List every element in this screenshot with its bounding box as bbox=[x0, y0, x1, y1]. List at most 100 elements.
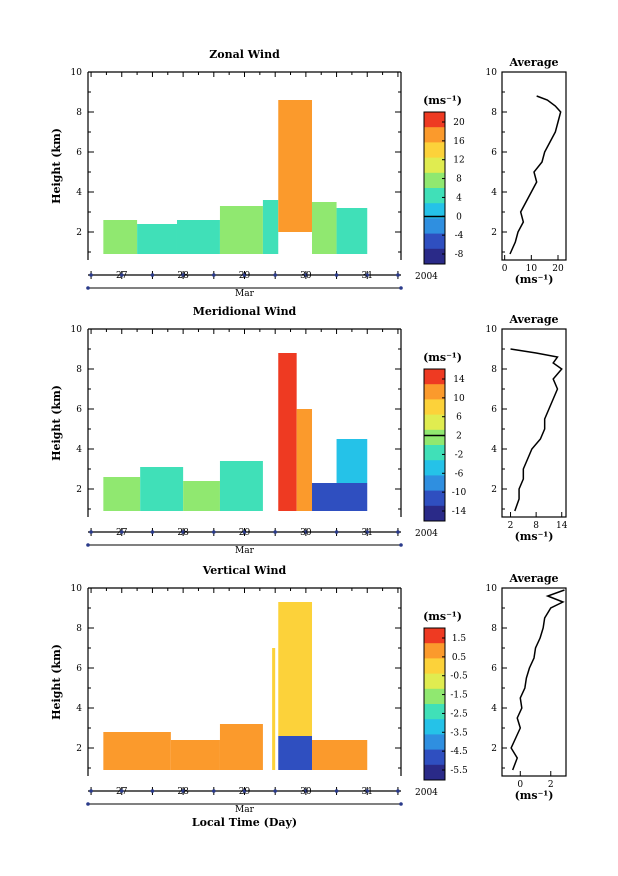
colorbar-tick-label: 16 bbox=[453, 137, 465, 147]
panel-title: Zonal Wind bbox=[209, 48, 280, 61]
colorbar-swatch bbox=[424, 142, 445, 159]
heatmap-cell bbox=[278, 100, 313, 232]
profile-y-tick-label: 6 bbox=[491, 664, 497, 674]
heatmap-cell bbox=[103, 732, 171, 770]
colorbar-swatch bbox=[424, 490, 445, 507]
day-tick-label: 29 bbox=[239, 787, 251, 797]
day-tick-label: 29 bbox=[239, 271, 251, 281]
profile-frame bbox=[501, 328, 567, 518]
profile-x-tick-label: 20 bbox=[552, 264, 564, 274]
day-tick-label: 29 bbox=[239, 528, 251, 538]
y-tick-label: 10 bbox=[71, 68, 83, 78]
day-tick-label: 31 bbox=[362, 787, 373, 797]
profile-y-tick-label: 6 bbox=[491, 405, 497, 415]
heatmap-cells bbox=[103, 100, 368, 254]
profile-y-tick-label: 4 bbox=[491, 445, 497, 455]
time-tick-marker bbox=[334, 789, 339, 793]
colorbar-frame bbox=[423, 111, 446, 265]
colorbar-swatch bbox=[424, 749, 445, 766]
time-tick-marker bbox=[242, 789, 247, 793]
time-tick-marker bbox=[242, 273, 247, 277]
average-profile: Average 2 4 6 8 10 0 10 20(ms⁻¹) bbox=[486, 56, 567, 286]
heatmap-cell bbox=[103, 477, 141, 511]
time-tick-marker bbox=[273, 273, 277, 277]
month-label: Mar bbox=[235, 805, 255, 815]
colorbar-swatch bbox=[424, 203, 445, 219]
month-label: Mar bbox=[235, 289, 255, 299]
colorbar-unit: (ms⁻¹) bbox=[423, 94, 462, 107]
heatmap-cell bbox=[336, 439, 368, 483]
time-tick-marker bbox=[212, 530, 216, 534]
x-axis-label: Local Time (Day) bbox=[192, 816, 297, 829]
colorbar-tick-label: 8 bbox=[456, 175, 462, 185]
colorbar-tick-label: -4.5 bbox=[450, 747, 468, 757]
time-tick-marker bbox=[89, 273, 93, 277]
heatmap-cell bbox=[312, 483, 368, 511]
profile-title: Average bbox=[508, 572, 558, 585]
heatmap-cell bbox=[219, 206, 263, 254]
month-marker bbox=[399, 543, 403, 547]
colorbar-tick-label: 4 bbox=[456, 193, 462, 203]
heatmap-cell bbox=[219, 724, 263, 770]
month-label: Mar bbox=[235, 546, 255, 556]
time-tick-marker bbox=[396, 273, 400, 277]
colorbar-swatch bbox=[424, 384, 445, 400]
profile-y-tick-label: 2 bbox=[491, 744, 497, 754]
colorbar: (ms⁻¹) 1.5 0.5 -0.5 -1.5 -2.5 -3.5 -4.5 -5.5 bbox=[423, 610, 468, 781]
time-tick-marker bbox=[304, 789, 308, 793]
time-tick-marker bbox=[119, 273, 124, 277]
year-label: 2004 bbox=[415, 529, 438, 539]
colorbar-swatch bbox=[424, 112, 445, 128]
colorbar-unit: (ms⁻¹) bbox=[423, 351, 462, 364]
day-tick-label: 28 bbox=[177, 528, 189, 538]
colorbar-tick-label: 1.5 bbox=[452, 634, 467, 644]
colorbar-swatch bbox=[424, 127, 445, 143]
average-profile: Average 2 4 6 8 10 2 8 14(ms⁻¹) bbox=[486, 313, 568, 543]
day-tick-label: 30 bbox=[300, 528, 312, 538]
month-marker bbox=[86, 802, 90, 806]
colorbar-swatch bbox=[424, 734, 445, 751]
profile-y-tick-label: 10 bbox=[486, 68, 498, 78]
y-tick-label: 6 bbox=[76, 405, 82, 415]
profile-x-tick-label: 8 bbox=[533, 521, 539, 531]
day-tick-label: 31 bbox=[362, 271, 373, 281]
y-tick-label: 8 bbox=[76, 624, 82, 634]
time-tick-marker bbox=[150, 273, 155, 277]
colorbar-tick-label: -10 bbox=[452, 488, 467, 498]
day-tick-label: 28 bbox=[177, 787, 189, 797]
colorbar-swatch bbox=[424, 429, 445, 446]
time-tick-marker bbox=[89, 789, 93, 793]
colorbar-tick-label: -8 bbox=[455, 250, 464, 260]
day-tick-label: 31 bbox=[362, 528, 373, 538]
month-marker bbox=[86, 543, 90, 547]
colorbar-swatch bbox=[424, 172, 445, 189]
profile-y-tick-label: 6 bbox=[491, 148, 497, 158]
colorbar-swatch bbox=[424, 460, 445, 476]
profile-x-label: (ms⁻¹) bbox=[515, 530, 554, 543]
profile-x-tick-label: 0 bbox=[517, 780, 523, 790]
profile-y-tick-label: 8 bbox=[491, 108, 497, 118]
heatmap-cell bbox=[176, 220, 220, 254]
y-tick-label: 6 bbox=[76, 148, 82, 158]
heatmap-cell bbox=[278, 602, 313, 736]
colorbar: (ms⁻¹) 14 10 6 2 -2 -6 -10 -14 bbox=[423, 351, 467, 522]
colorbar-tick-label: -2.5 bbox=[450, 709, 468, 719]
colorbar-tick-label: -0.5 bbox=[450, 672, 468, 682]
profile-frame bbox=[501, 71, 567, 261]
profile-y-tick-label: 4 bbox=[491, 188, 497, 198]
profile-x-tick-label: 2 bbox=[508, 521, 514, 531]
day-tick-label: 27 bbox=[116, 271, 128, 281]
colorbar-tick-label: 0.5 bbox=[452, 653, 467, 663]
colorbar-swatch bbox=[424, 218, 445, 235]
time-tick-marker bbox=[273, 789, 277, 793]
y-axis-label: Height (km) bbox=[50, 128, 63, 204]
heatmap-cell bbox=[170, 740, 220, 770]
time-tick-marker bbox=[150, 530, 155, 534]
colorbar-tick-label: 10 bbox=[453, 394, 465, 404]
panel-title: Meridional Wind bbox=[193, 305, 297, 318]
